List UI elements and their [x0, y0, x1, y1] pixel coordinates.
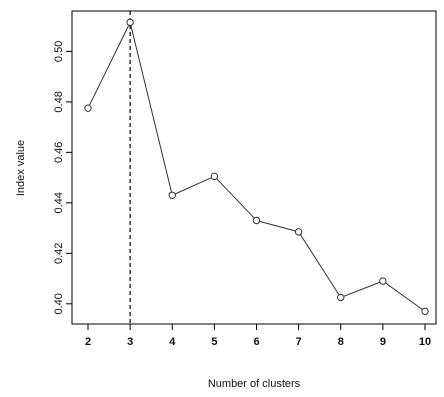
x-tick-label: 7: [296, 336, 302, 348]
x-axis-label: Number of clusters: [208, 378, 301, 390]
data-point: [126, 18, 134, 27]
data-point: [337, 293, 345, 302]
x-tick-label: 5: [211, 336, 217, 348]
x-axis: 2 3 4 5 6 7 8 9 10: [85, 324, 431, 348]
y-tick-label: 0.42: [53, 243, 65, 264]
data-point: [84, 104, 92, 112]
x-tick-label: 9: [380, 336, 386, 348]
data-point: [379, 277, 387, 285]
x-tick-label: 4: [169, 336, 176, 348]
y-axis-label: Index value: [15, 140, 27, 196]
y-tick-label: 0.44: [53, 192, 65, 213]
series-line: [87, 20, 426, 312]
y-tick-label: 0.50: [53, 41, 65, 62]
x-tick-label: 8: [338, 336, 344, 348]
x-tick-label: 2: [85, 336, 91, 348]
plot-frame: [71, 10, 437, 325]
y-tick-label: 0.40: [53, 293, 65, 314]
data-point: [252, 216, 261, 225]
y-axis: 0.40 0.42 0.44 0.46 0.48 0.50: [53, 41, 72, 315]
x-tick-label: 10: [419, 336, 431, 348]
y-tick-label: 0.46: [53, 142, 65, 163]
x-tick-label: 6: [253, 336, 259, 348]
data-points: [84, 18, 429, 316]
data-point: [421, 307, 429, 316]
y-tick-label: 0.48: [53, 91, 65, 112]
data-point: [210, 172, 219, 181]
data-point: [294, 228, 303, 236]
data-point: [168, 191, 176, 199]
x-tick-label: 3: [127, 336, 133, 348]
